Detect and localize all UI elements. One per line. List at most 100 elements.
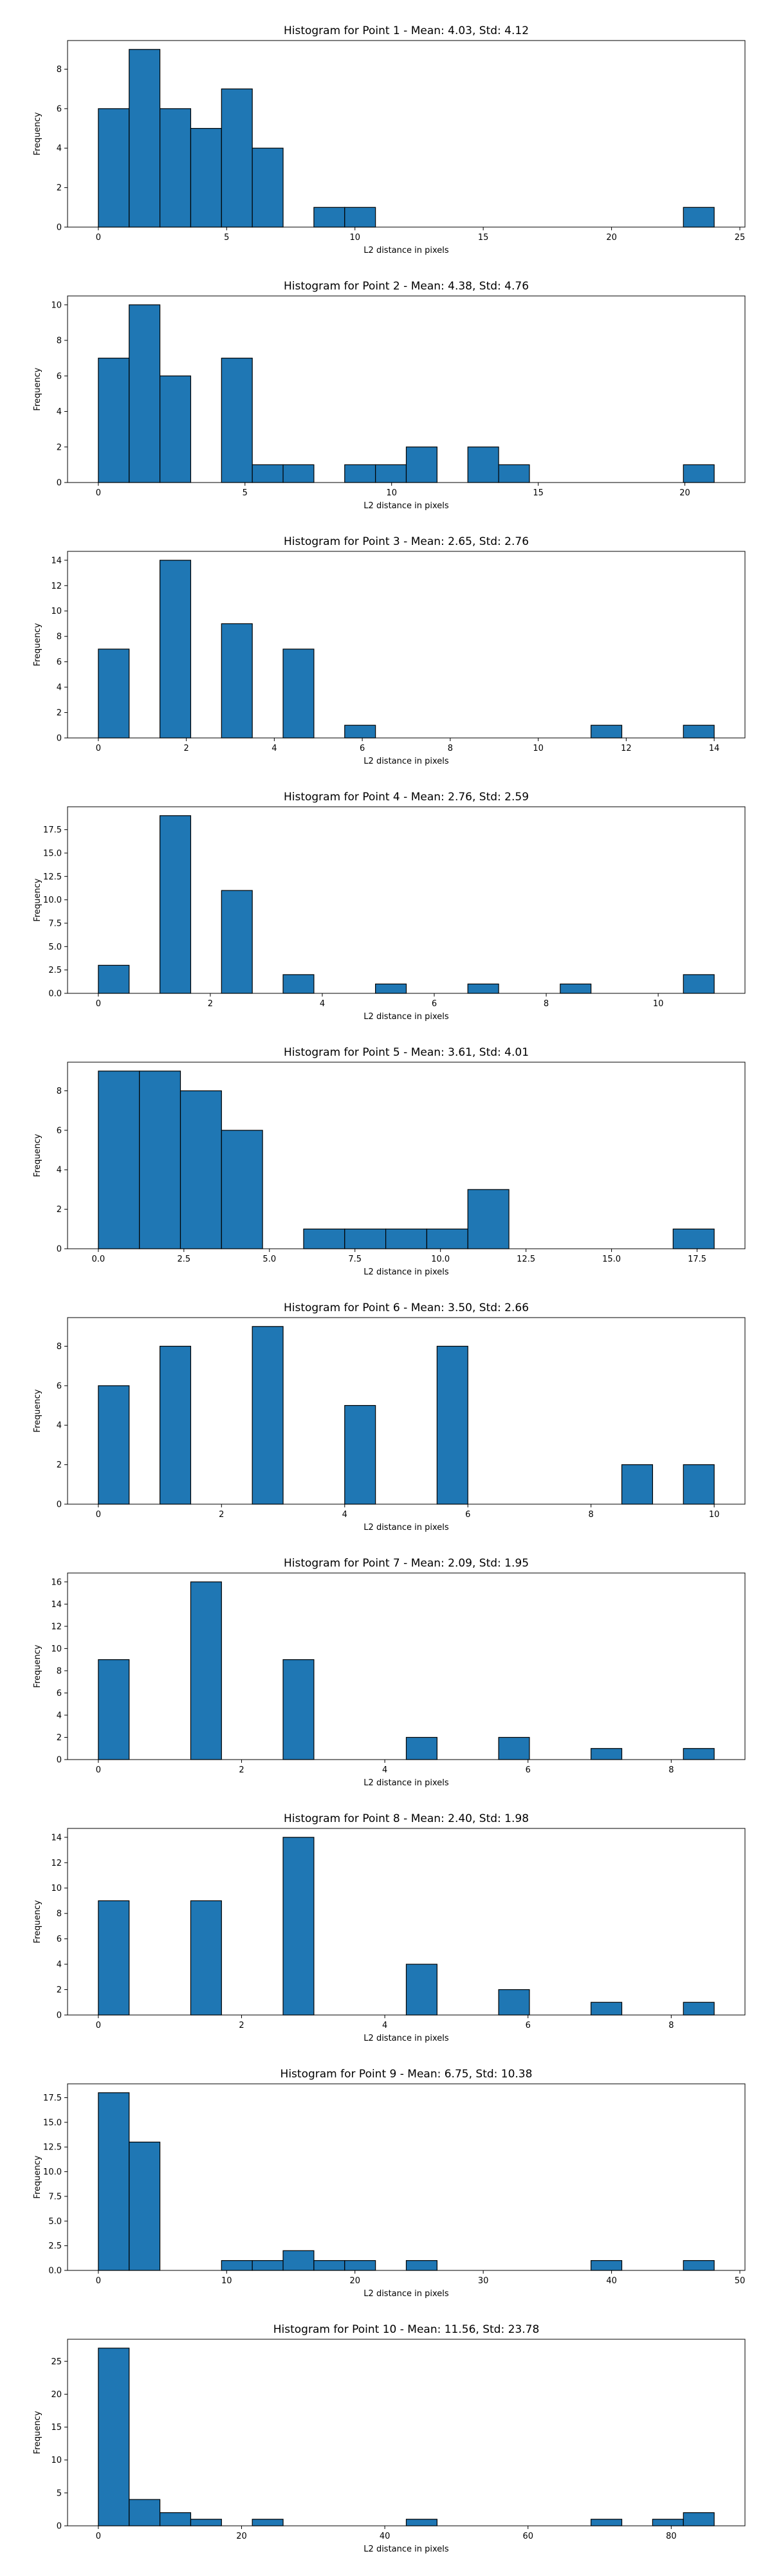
x-axis-label: L2 distance in pixels — [363, 2289, 449, 2299]
y-tick-label: 15.0 — [43, 2118, 62, 2128]
histogram-bar — [129, 49, 161, 228]
y-tick-label: 0 — [57, 2522, 62, 2532]
chart-title: Histogram for Point 8 - Mean: 2.40, Std:… — [284, 1812, 529, 1825]
y-tick-label: 6 — [57, 1381, 62, 1391]
histogram-bar — [221, 1130, 263, 1249]
y-tick-label: 8 — [57, 1087, 62, 1096]
x-tick-label: 40 — [380, 2532, 391, 2541]
y-tick-label: 6 — [57, 372, 62, 382]
x-tick-label: 10 — [653, 999, 664, 1009]
x-axis-label: L2 distance in pixels — [363, 2034, 449, 2043]
histogram-point-8: Histogram for Point 8 - Mean: 2.40, Std:… — [33, 1812, 746, 2043]
y-tick-label: 0 — [57, 479, 62, 488]
histogram-bar — [672, 1228, 715, 1249]
histogram-bar — [303, 1228, 345, 1249]
histogram-bar — [344, 1404, 376, 1505]
x-tick-label: 20 — [349, 2276, 360, 2286]
y-tick-label: 2 — [57, 708, 62, 718]
x-tick-label: 5.0 — [262, 1255, 276, 1264]
axes-frame — [67, 295, 746, 483]
y-tick-label: 0 — [57, 1245, 62, 1255]
x-tick-label: 8 — [448, 744, 453, 753]
x-tick-label: 6 — [432, 999, 437, 1009]
histogram-bar — [159, 108, 192, 228]
y-tick-label: 12.5 — [43, 2143, 62, 2153]
x-tick-label: 80 — [666, 2532, 677, 2541]
x-tick-label: 10 — [533, 744, 544, 753]
x-tick-label: 2 — [183, 744, 188, 753]
histogram-bar — [252, 2519, 284, 2526]
y-tick-label: 10 — [51, 300, 62, 310]
axes-frame — [67, 40, 746, 228]
y-axis-label: Frequency — [33, 878, 42, 921]
histogram-bar — [282, 974, 315, 994]
histogram-bar — [221, 358, 253, 483]
x-tick-label: 6 — [526, 1765, 531, 1775]
x-tick-label: 0 — [96, 2276, 101, 2286]
histogram-bar — [98, 1071, 140, 1249]
histogram-point-6: Histogram for Point 6 - Mean: 3.50, Std:… — [33, 1302, 746, 1532]
histogram-bar — [591, 724, 623, 739]
histogram-bar — [129, 2141, 161, 2271]
y-tick-label: 14 — [51, 556, 62, 566]
x-tick-label: 8 — [668, 1765, 674, 1775]
y-tick-label: 0 — [57, 2011, 62, 2021]
y-tick-label: 8 — [57, 632, 62, 642]
y-axis-label: Frequency — [33, 1900, 42, 1943]
y-tick-label: 6 — [57, 1935, 62, 1944]
y-tick-label: 15 — [51, 2423, 62, 2433]
histogram-bar — [221, 88, 253, 228]
y-tick-label: 17.5 — [43, 825, 62, 835]
histogram-bar — [591, 2519, 623, 2526]
x-tick-label: 25 — [735, 233, 746, 243]
y-tick-label: 5.0 — [48, 2217, 62, 2227]
x-tick-label: 10 — [221, 2276, 232, 2286]
x-axis-label: L2 distance in pixels — [363, 1523, 449, 1532]
histogram-bar — [190, 1581, 222, 1760]
y-tick-label: 2 — [57, 1460, 62, 1470]
x-tick-label: 0 — [96, 488, 101, 498]
histogram-bar — [179, 1090, 222, 1249]
histogram-bar — [221, 623, 253, 739]
histogram-bar — [344, 724, 376, 739]
y-axis-label: Frequency — [33, 112, 42, 155]
y-tick-label: 17.5 — [43, 2093, 62, 2103]
histogram-bar — [252, 464, 284, 483]
chart-title: Histogram for Point 2 - Mean: 4.38, Std:… — [284, 280, 529, 293]
histogram-bar — [683, 464, 715, 483]
y-tick-label: 7.5 — [48, 919, 62, 928]
axes-frame — [67, 2083, 746, 2271]
x-tick-label: 2 — [239, 2021, 244, 2030]
histogram-bar — [405, 1736, 437, 1760]
x-tick-label: 2 — [219, 1510, 224, 1520]
histogram-bar — [190, 1900, 222, 2016]
y-tick-label: 12 — [51, 1859, 62, 1868]
chart-title: Histogram for Point 1 - Mean: 4.03, Std:… — [284, 24, 529, 37]
histogram-bar — [159, 560, 192, 739]
axes-frame — [67, 1572, 746, 1760]
histogram-point-10: Histogram for Point 10 - Mean: 11.56, St… — [33, 2323, 746, 2554]
histogram-bar — [683, 974, 715, 994]
y-tick-label: 12.5 — [43, 872, 62, 882]
x-tick-label: 0 — [96, 2021, 101, 2030]
histogram-bar — [405, 2519, 437, 2526]
y-axis-label: Frequency — [33, 2155, 42, 2198]
x-tick-label: 2 — [239, 1765, 244, 1775]
y-tick-label: 4 — [57, 1711, 62, 1720]
histogram-bar — [190, 127, 222, 228]
x-tick-label: 10.0 — [431, 1255, 450, 1264]
y-tick-label: 8 — [57, 1909, 62, 1919]
histogram-bar — [221, 890, 253, 994]
x-tick-label: 4 — [382, 1765, 387, 1775]
y-tick-label: 0.0 — [48, 2267, 62, 2276]
x-tick-label: 17.5 — [688, 1255, 706, 1264]
x-tick-label: 8 — [668, 2021, 674, 2030]
histogram-bar — [282, 464, 315, 483]
axes-frame — [67, 1317, 746, 1505]
y-axis-label: Frequency — [33, 623, 42, 666]
y-tick-label: 2 — [57, 183, 62, 193]
x-tick-label: 12.5 — [517, 1255, 535, 1264]
histogram-bar — [221, 2260, 253, 2271]
